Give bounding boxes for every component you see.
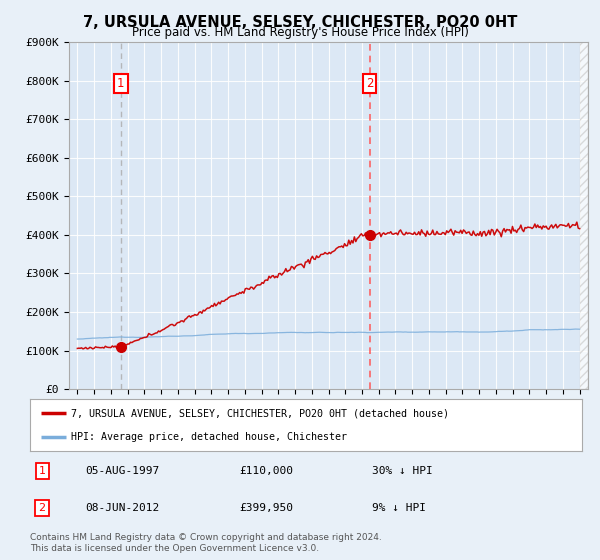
Text: 1: 1 — [38, 466, 46, 476]
Text: 9% ↓ HPI: 9% ↓ HPI — [372, 503, 426, 513]
Text: 2: 2 — [366, 77, 373, 90]
Text: £110,000: £110,000 — [240, 466, 294, 476]
Text: £399,950: £399,950 — [240, 503, 294, 513]
Text: 30% ↓ HPI: 30% ↓ HPI — [372, 466, 433, 476]
Text: 7, URSULA AVENUE, SELSEY, CHICHESTER, PO20 0HT: 7, URSULA AVENUE, SELSEY, CHICHESTER, PO… — [83, 15, 517, 30]
Text: 1: 1 — [117, 77, 125, 90]
Text: HPI: Average price, detached house, Chichester: HPI: Average price, detached house, Chic… — [71, 432, 347, 442]
Text: 2: 2 — [38, 503, 46, 513]
Text: Contains HM Land Registry data © Crown copyright and database right 2024.
This d: Contains HM Land Registry data © Crown c… — [30, 533, 382, 553]
Text: 05-AUG-1997: 05-AUG-1997 — [85, 466, 160, 476]
Text: 08-JUN-2012: 08-JUN-2012 — [85, 503, 160, 513]
Text: Price paid vs. HM Land Registry's House Price Index (HPI): Price paid vs. HM Land Registry's House … — [131, 26, 469, 39]
Text: 7, URSULA AVENUE, SELSEY, CHICHESTER, PO20 0HT (detached house): 7, URSULA AVENUE, SELSEY, CHICHESTER, PO… — [71, 408, 449, 418]
